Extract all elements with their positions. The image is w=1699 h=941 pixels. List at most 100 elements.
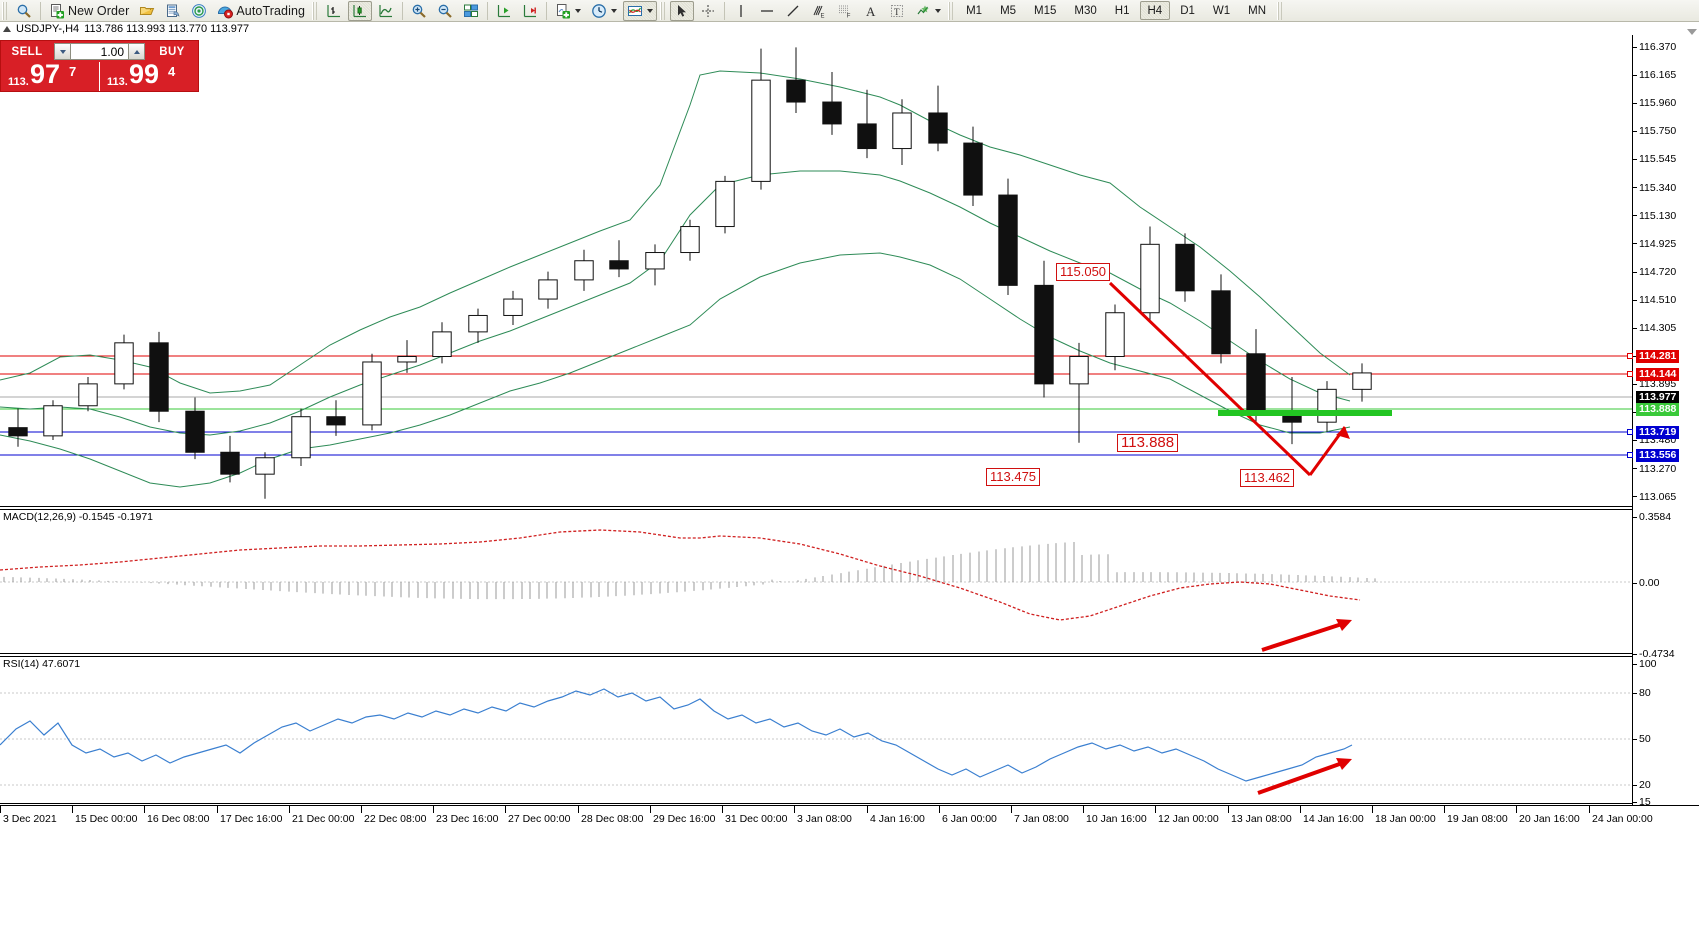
market-watch-button[interactable]	[135, 1, 159, 21]
text-tool-button[interactable]: A	[859, 1, 883, 21]
text-label-tool-button[interactable]: T	[885, 1, 909, 21]
price-pane[interactable]: 115.050 113.888 113.475 113.462	[0, 35, 1632, 507]
crosshair-tool-button[interactable]	[696, 1, 720, 21]
one-click-trading-panel: SELL 1.00 BUY 113. 97 7 113. 99 4	[0, 40, 199, 92]
data-window-icon	[165, 3, 181, 19]
tile-windows-button[interactable]	[459, 1, 483, 21]
fibonacci-icon: F	[837, 3, 853, 19]
price-tag-last[interactable]: 113.977	[1636, 391, 1680, 404]
price-scale[interactable]: 116.370 116.165 115.960 115.750 115.545 115.3…	[1627, 35, 1699, 808]
candle-body	[78, 383, 98, 407]
shapes-tool-button[interactable]	[911, 1, 945, 21]
timeframe-w1[interactable]: W1	[1212, 4, 1231, 17]
timeframe-m5[interactable]: M5	[1000, 4, 1017, 17]
rsi-tick: 100	[1633, 658, 1657, 670]
buy-button[interactable]: BUY	[159, 45, 185, 58]
timeframe-m1[interactable]: M1	[966, 4, 983, 17]
price-tag-support-green[interactable]: 113.888	[1636, 403, 1680, 416]
price-tag-level-2[interactable]: 113.556	[1636, 449, 1680, 462]
collapse-triangle-icon[interactable]	[3, 25, 11, 32]
price-tag-level-1[interactable]: 113.719	[1636, 426, 1680, 439]
timeframe-h1[interactable]: H1	[1114, 4, 1130, 17]
volume-increase-button[interactable]	[128, 43, 145, 60]
chevron-down-icon-2[interactable]	[611, 8, 618, 13]
horizontal-line-tool-button[interactable]	[755, 1, 779, 21]
chart-shift-button[interactable]	[518, 1, 542, 21]
sell-price-sup: 7	[69, 64, 77, 79]
buy-price[interactable]: 113. 99 4	[100, 61, 198, 91]
candle-body	[1317, 388, 1337, 423]
zoom-out-button[interactable]	[433, 1, 457, 21]
time-scale[interactable]: 3 Dec 2021 15 Dec 00:00 16 Dec 08:00 17 Dec…	[0, 805, 1699, 831]
chevron-down-icon-4[interactable]	[935, 8, 942, 13]
rsi-arrow-head	[1336, 758, 1352, 770]
timeframe-h4[interactable]: H4	[1139, 1, 1171, 20]
volume-decrease-button[interactable]	[54, 43, 71, 60]
timeframe-mn[interactable]: MN	[1248, 4, 1267, 17]
level-marker[interactable]	[1627, 371, 1633, 377]
volume-stepper[interactable]: 1.00	[54, 43, 145, 60]
volume-value[interactable]: 1.00	[71, 43, 128, 60]
bar-chart-button[interactable]	[322, 1, 346, 21]
line-chart-icon	[378, 3, 394, 19]
price-tag-resistance-2[interactable]: 114.144	[1636, 368, 1680, 381]
trendline-tool-button[interactable]	[781, 1, 805, 21]
level-marker[interactable]	[1627, 429, 1633, 435]
timeframe-m15[interactable]: M15	[1034, 4, 1057, 17]
price-tick: 114.305	[1633, 322, 1676, 334]
candlestick-series	[8, 47, 1372, 499]
candle-body	[220, 451, 240, 475]
toolbar-separator-3	[487, 1, 489, 20]
chevron-down-icon[interactable]	[575, 8, 582, 13]
chevron-down-icon-3[interactable]	[647, 8, 654, 13]
candle-body	[397, 356, 417, 363]
annotation-113475[interactable]: 113.475	[986, 468, 1041, 486]
elliott-wave-tool-button[interactable]: E	[807, 1, 831, 21]
price-tick: 113.895	[1633, 378, 1676, 390]
line-chart-button[interactable]	[374, 1, 398, 21]
new-chart-button[interactable]	[551, 1, 585, 21]
candle-body	[751, 79, 771, 182]
caret-down-icon	[59, 49, 66, 54]
toolbar-button-magnifier[interactable]	[12, 1, 36, 21]
toolbar-separator-4	[546, 1, 548, 20]
candle-body	[432, 331, 452, 358]
toolbar-grip-4[interactable]	[948, 1, 956, 20]
candlestick-chart-button[interactable]	[348, 0, 373, 21]
annotation-113888[interactable]: 113.888	[1117, 434, 1179, 452]
timeframe-d1[interactable]: D1	[1180, 4, 1195, 17]
autotrading-button[interactable]: AutoTrading	[213, 1, 309, 21]
macd-pane[interactable]: MACD(12,26,9) -0.1545 -0.1971	[0, 509, 1632, 654]
indicators-button[interactable]	[623, 0, 658, 21]
vertical-line-tool-button[interactable]	[729, 1, 753, 21]
toolbar-grip-3[interactable]	[660, 1, 668, 20]
chart-area[interactable]: 115.050 113.888 113.475 113.462 MACD(12,…	[0, 35, 1699, 941]
timeframe-m30[interactable]: M30	[1074, 4, 1097, 17]
level-marker[interactable]	[1627, 452, 1633, 458]
zoom-in-button[interactable]	[407, 1, 431, 21]
chart-scroll-handle[interactable]	[1686, 24, 1698, 38]
price-tag-resistance-1[interactable]: 114.281	[1636, 350, 1680, 363]
price-tick: 115.340	[1633, 182, 1676, 194]
auto-scroll-button[interactable]	[492, 1, 516, 21]
sell-price[interactable]: 113. 97 7	[1, 61, 100, 91]
data-window-button[interactable]	[161, 1, 185, 21]
new-order-button[interactable]: New Order	[45, 1, 133, 21]
toolbar-grip-5[interactable]	[1277, 1, 1285, 20]
annotation-115050[interactable]: 115.050	[1056, 263, 1111, 281]
period-selector-button[interactable]	[587, 1, 621, 21]
toolbar-grip[interactable]	[2, 1, 9, 20]
autotrading-icon	[217, 3, 234, 19]
toolbar-grip-2[interactable]	[312, 1, 320, 20]
annotation-113462[interactable]: 113.462	[1240, 469, 1295, 487]
sell-button[interactable]: SELL	[11, 45, 43, 58]
candle-body	[362, 361, 382, 426]
navigator-button[interactable]	[187, 1, 211, 21]
cursor-tool-button[interactable]	[670, 0, 695, 21]
rsi-pane[interactable]: RSI(14) 47.6071	[0, 656, 1632, 804]
price-tick: 114.510	[1633, 294, 1676, 306]
fibonacci-tool-button[interactable]: F	[833, 1, 857, 21]
crosshair-icon	[700, 3, 716, 19]
level-marker[interactable]	[1627, 353, 1633, 359]
macd-graphics	[0, 529, 1632, 652]
